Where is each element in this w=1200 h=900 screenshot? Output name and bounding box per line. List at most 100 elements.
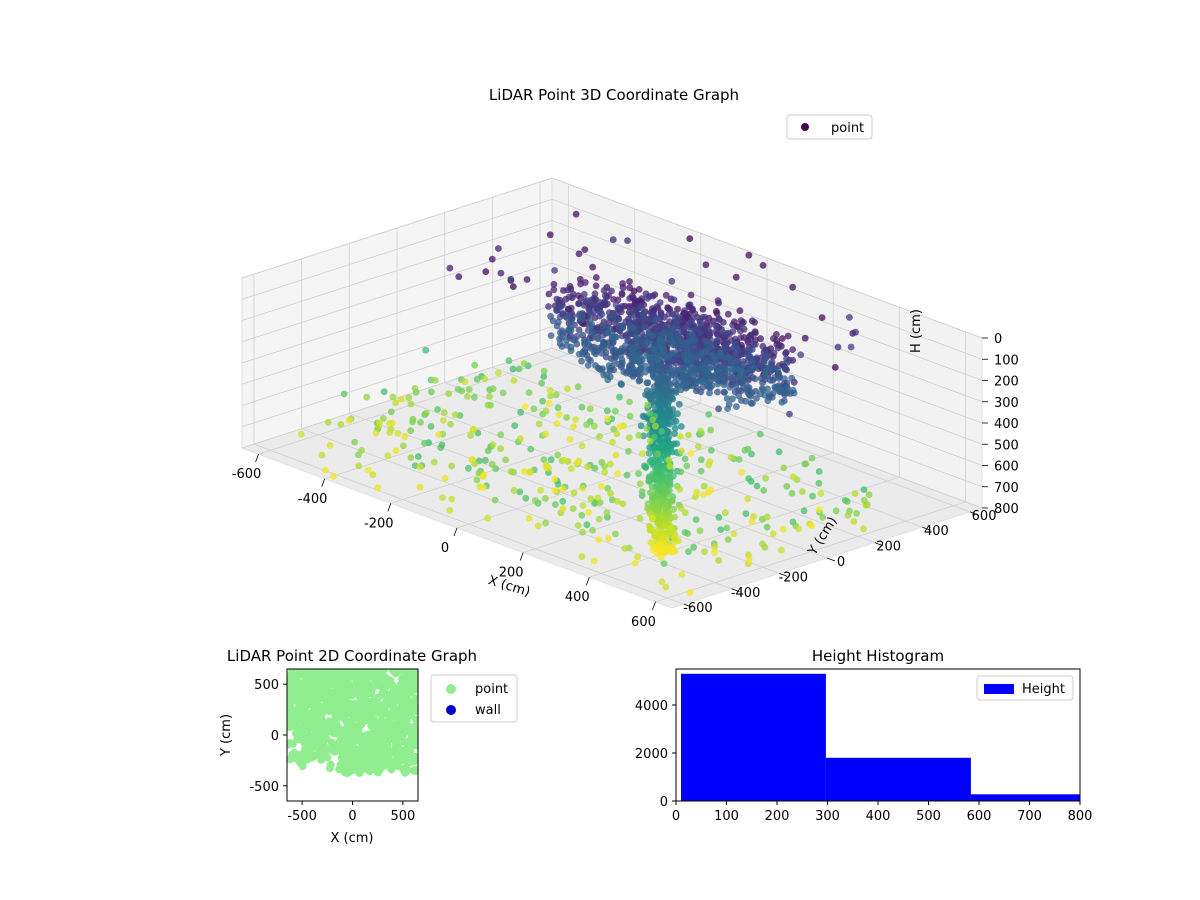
scatter-point: [852, 328, 859, 336]
scatter-point: [530, 405, 538, 413]
x-tick: [255, 454, 259, 463]
scatter-point: [733, 403, 740, 410]
scatter-point: [644, 401, 651, 409]
scatter-point: [408, 730, 417, 739]
chart-3d-legend: point: [786, 114, 873, 140]
scatter-point: [535, 420, 543, 428]
scatter-point: [611, 407, 619, 415]
scatter-point: [643, 379, 651, 387]
scatter-point: [585, 508, 593, 516]
scatter-point: [612, 301, 620, 308]
scatter-point: [434, 406, 441, 413]
scatter-point: [367, 764, 376, 773]
scatter-point: [728, 365, 735, 372]
scatter-point: [465, 464, 472, 472]
scatter-point: [422, 346, 430, 354]
scatter-point: [554, 318, 562, 326]
scatter-point: [547, 456, 555, 464]
scatter-point: [302, 694, 311, 703]
scatter-point: [666, 462, 674, 470]
scatter-point: [594, 494, 602, 502]
scatter-point: [546, 231, 554, 239]
scatter-point: [672, 389, 680, 396]
scatter-point: [587, 299, 595, 307]
scatter-point: [326, 442, 334, 449]
scatter-point: [831, 364, 839, 371]
scatter-point: [697, 427, 704, 435]
scatter-point: [486, 393, 493, 400]
scatter-point: [366, 708, 375, 717]
scatter-point: [320, 707, 328, 715]
scatter-point: [440, 417, 447, 424]
scatter-point: [375, 419, 383, 427]
scatter-point: [608, 287, 615, 295]
scatter-point: [775, 448, 783, 456]
scatter-point: [626, 398, 633, 406]
scatter-point: [711, 549, 718, 556]
scatter-point: [628, 363, 636, 371]
scatter-point: [670, 296, 678, 304]
scatter-point: [525, 389, 533, 396]
scatter-point: [338, 681, 347, 690]
scatter-point: [655, 547, 662, 554]
scatter-point: [588, 328, 596, 335]
scatter-point: [412, 715, 418, 724]
scatter-point: [670, 418, 677, 426]
scatter-point: [616, 393, 623, 401]
scatter-point: [632, 315, 640, 323]
y-tick-label: -400: [731, 586, 761, 601]
scatter-point: [614, 498, 621, 505]
scatter-point: [611, 346, 619, 354]
scatter-point: [489, 441, 497, 448]
scatter-point: [617, 322, 625, 330]
scatter-point: [659, 373, 667, 380]
scatter-point: [724, 405, 731, 412]
scatter-point: [671, 424, 679, 432]
legend-marker-point: [801, 123, 809, 131]
scatter-point: [605, 535, 612, 542]
scatter-point: [407, 454, 415, 461]
scatter-point: [677, 423, 685, 430]
scatter-point: [751, 364, 758, 372]
scatter-point: [321, 466, 329, 474]
scatter-point: [779, 335, 786, 342]
scatter-point: [665, 310, 673, 318]
scatter-point: [646, 458, 654, 466]
scatter-point: [446, 264, 454, 272]
scatter-point: [685, 548, 692, 556]
scatter-point: [723, 524, 731, 532]
scatter-point: [491, 496, 499, 504]
scatter-point: [680, 371, 687, 379]
scatter-point: [497, 445, 504, 453]
y-tick-label: 4000: [635, 699, 668, 714]
y-tick-label: 0: [660, 795, 668, 810]
scatter-point: [738, 469, 746, 476]
scatter-point: [566, 325, 574, 332]
scatter-point: [759, 379, 766, 387]
scatter-point: [421, 439, 428, 447]
scatter-point: [525, 469, 533, 476]
scatter-point: [583, 521, 591, 529]
scatter-point: [303, 719, 311, 728]
scatter-point: [799, 488, 806, 495]
scatter-point: [309, 707, 318, 716]
scatter-point: [627, 310, 635, 318]
scatter-point: [586, 405, 594, 413]
scatter-point: [322, 734, 331, 743]
scatter-point: [540, 456, 548, 463]
scatter-point: [678, 343, 686, 351]
grid-line-y: [396, 397, 828, 559]
scatter-point: [651, 455, 659, 463]
scatter-point: [612, 530, 619, 538]
y-tick: [874, 542, 883, 546]
scatter-point: [747, 392, 754, 400]
x-tick-label: 0: [441, 541, 449, 556]
scatter-point: [801, 334, 809, 342]
scatter-point: [489, 385, 497, 393]
scatter-point: [646, 437, 654, 445]
scatter-point: [789, 283, 797, 291]
grid-line-z: [241, 262, 553, 364]
scatter-point: [482, 456, 489, 464]
scatter-point: [495, 369, 502, 377]
scatter-point: [652, 530, 660, 537]
